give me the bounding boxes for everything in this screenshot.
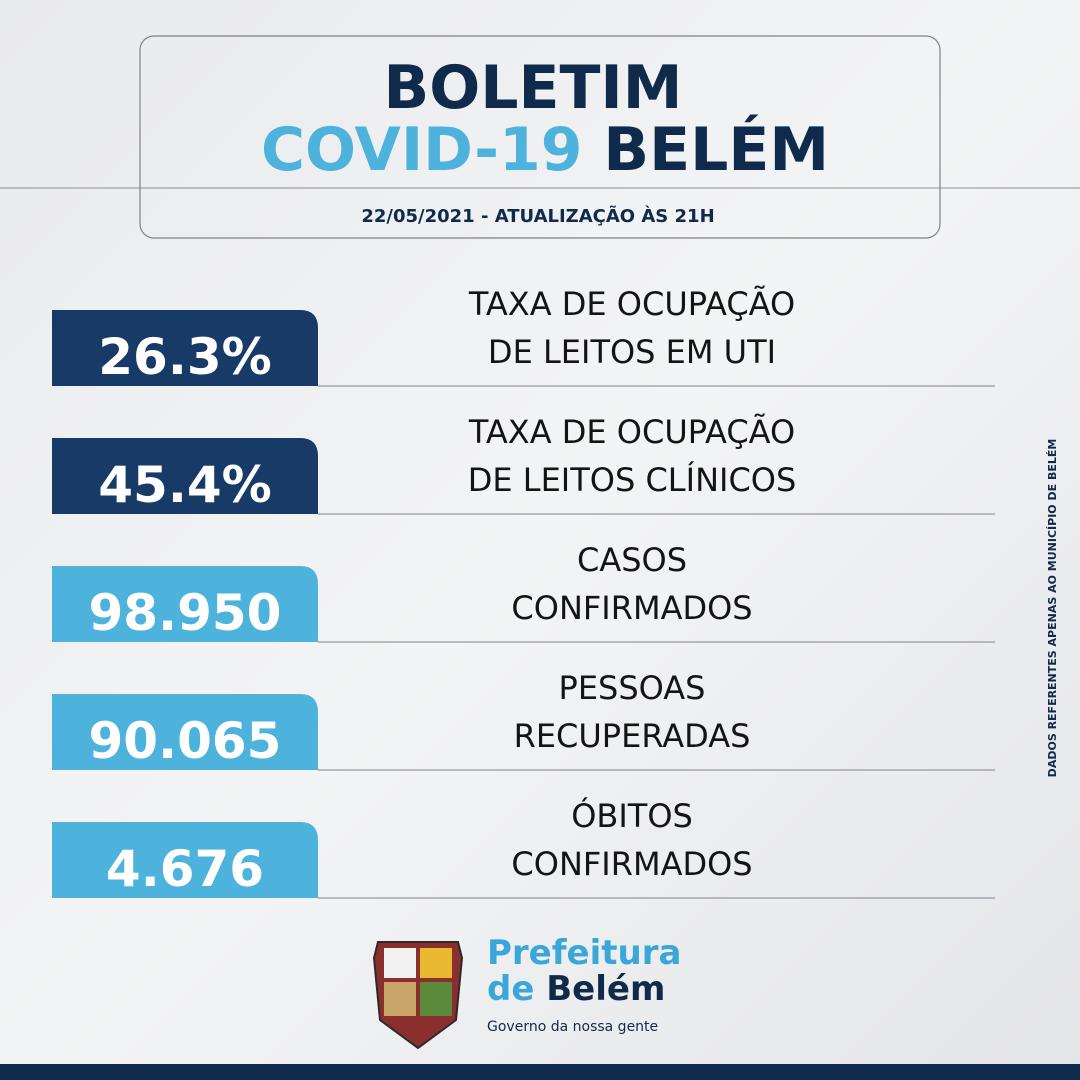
stat-label: TAXA DE OCUPAÇÃO: [468, 285, 795, 323]
stat-list: 26.3% TAXA DE OCUPAÇÃO DE LEITOS EM UTI 45.…: [52, 285, 995, 899]
coat-quarter: [420, 948, 452, 978]
logo: Prefeitura de Belém Governo da nossa gen…: [372, 933, 681, 1050]
coat-quarter: [384, 948, 416, 978]
logo-line2: de Belém: [487, 969, 665, 1009]
coat-quarter: [384, 982, 416, 1016]
logo-city: Belém: [546, 969, 665, 1009]
stat-label: ÓBITOS: [571, 796, 693, 835]
stat-label: DE LEITOS CLÍNICOS: [468, 461, 797, 499]
coat-quarter: [420, 982, 452, 1016]
stat-value: 90.065: [89, 712, 282, 770]
value-pill: [52, 566, 318, 642]
footer-bar: [0, 1064, 1080, 1080]
value-pill: [52, 310, 318, 386]
value-pill: [52, 694, 318, 770]
stat-label: PESSOAS: [559, 669, 706, 707]
update-date: 22/05/2021 - ATUALIZAÇÃO ÀS 21H: [361, 204, 714, 227]
stat-label: RECUPERADAS: [514, 717, 751, 755]
title-line2: COVID-19 BELÉM: [261, 113, 829, 185]
title-highlight: COVID-19: [261, 115, 583, 185]
stat-value: 26.3%: [98, 328, 271, 386]
stat-value: 4.676: [106, 840, 264, 898]
value-pill: [52, 822, 318, 898]
stat-value: 98.950: [89, 584, 282, 642]
stat-value: 45.4%: [98, 456, 271, 514]
logo-prefix: de: [487, 969, 534, 1009]
side-note: DADOS REFERENTES APENAS AO MUNICÍPIO DE …: [1046, 439, 1059, 778]
header-box: [139, 35, 941, 239]
title-city: BELÉM: [603, 113, 829, 185]
stat-label: CONFIRMADOS: [511, 845, 752, 883]
stat-label: CASOS: [577, 541, 687, 579]
logo-line1: Prefeitura: [487, 933, 681, 973]
title-line1: BOLETIM: [384, 53, 683, 123]
stat-label: CONFIRMADOS: [511, 589, 752, 627]
logo-tagline: Governo da nossa gente: [487, 1019, 658, 1035]
value-pill: [52, 438, 318, 514]
stat-label: TAXA DE OCUPAÇÃO: [468, 413, 795, 451]
stat-label: DE LEITOS EM UTI: [488, 333, 776, 371]
